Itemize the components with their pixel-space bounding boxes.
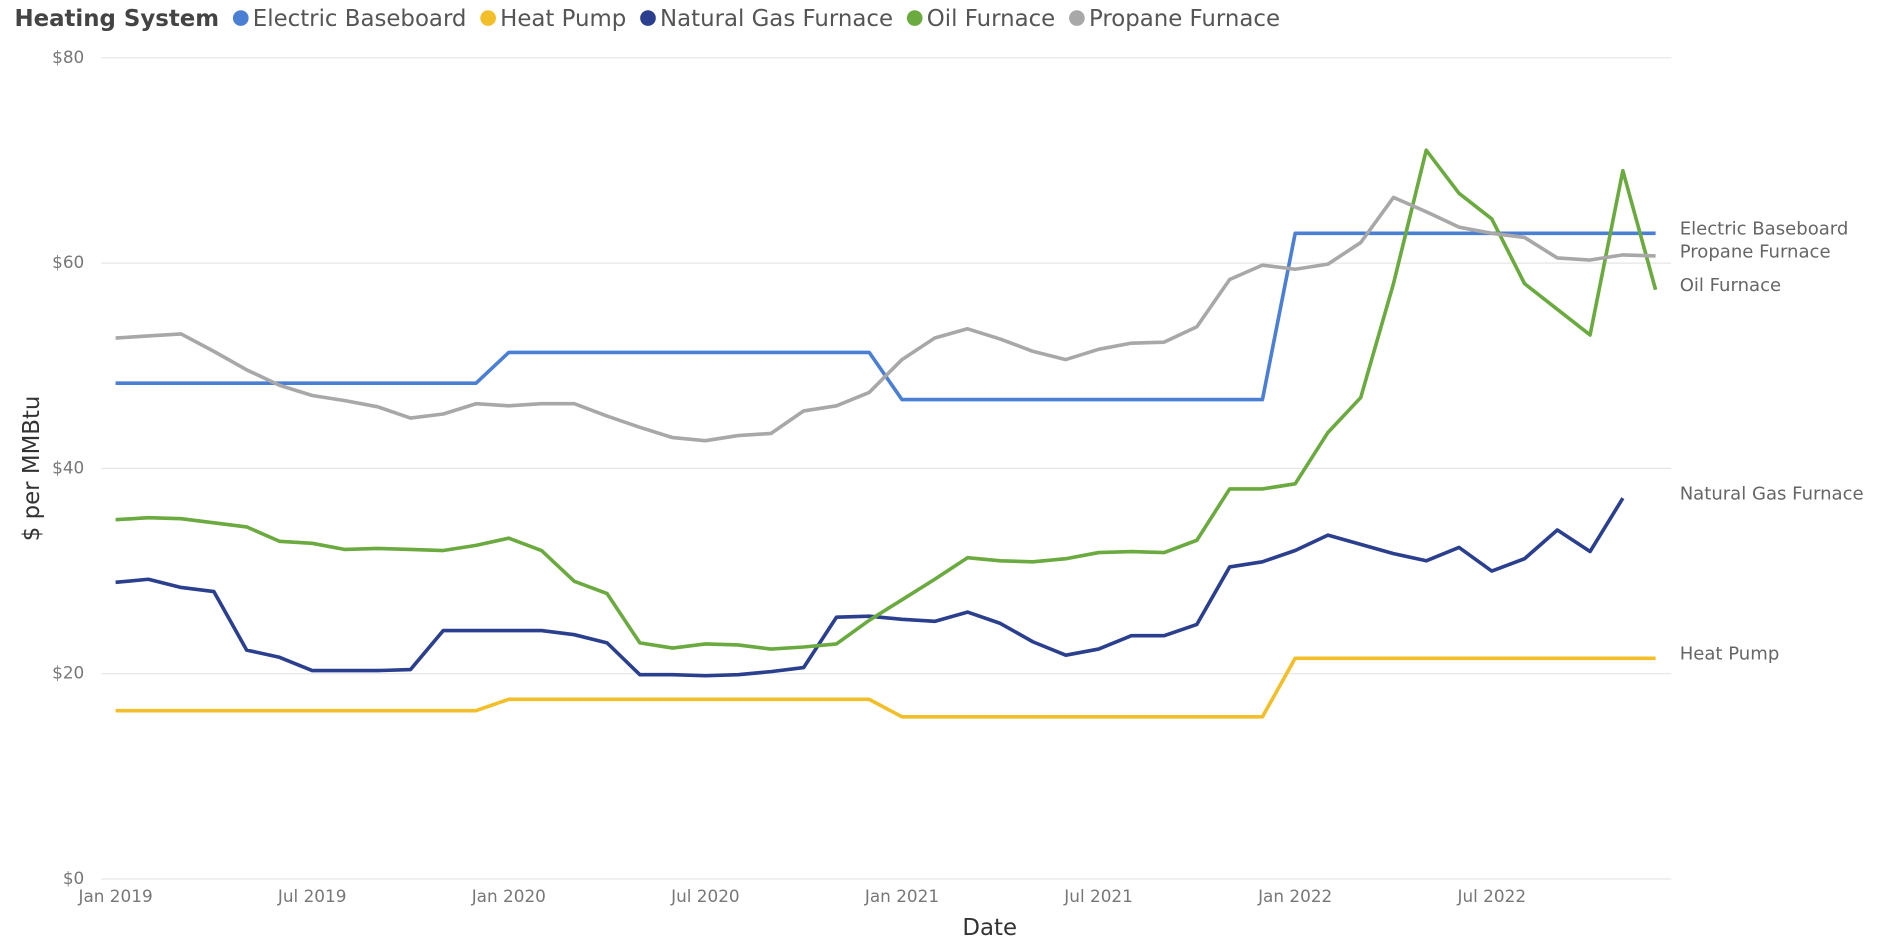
legend-label: Oil Furnace (927, 6, 1055, 32)
x-tick-label: Jan 2021 (864, 886, 939, 906)
x-tick-label: Jul 2019 (277, 886, 347, 906)
legend-title: Heating System (14, 6, 219, 32)
x-tick-label: Jul 2021 (1063, 886, 1133, 906)
legend-label: Propane Furnace (1089, 6, 1280, 32)
y-tick-label: $20 (52, 663, 84, 683)
x-tick-label: Jan 2019 (77, 886, 152, 906)
x-tick-label: Jan 2020 (471, 886, 546, 906)
end-label: Oil Furnace (1680, 275, 1781, 296)
end-label: Electric Baseboard (1680, 219, 1849, 240)
y-tick-label: $80 (52, 47, 84, 67)
y-tick-label: $60 (52, 252, 84, 272)
end-label: Propane Furnace (1680, 242, 1831, 263)
legend-label: Electric Baseboard (253, 6, 467, 32)
legend-marker (232, 10, 249, 26)
x-tick-label: Jul 2022 (1457, 886, 1527, 906)
legend-label: Heat Pump (500, 6, 626, 32)
series-line (115, 497, 1625, 678)
legend-marker (906, 10, 923, 26)
x-tick-label: Jul 2020 (670, 886, 740, 906)
legend-label: Natural Gas Furnace (660, 6, 893, 32)
series-line (115, 148, 1658, 651)
series-line (115, 656, 1656, 719)
legend-marker (640, 10, 656, 26)
series-line (115, 195, 1656, 443)
y-tick-label: $0 (63, 868, 84, 888)
end-label: Natural Gas Furnace (1680, 484, 1864, 505)
legend-marker (1069, 10, 1085, 26)
x-axis-title: Date (962, 915, 1017, 941)
end-label: Heat Pump (1680, 644, 1780, 665)
y-tick-label: $40 (52, 457, 84, 477)
legend-marker (480, 10, 496, 26)
y-axis-title: $ per MMBtu (19, 396, 45, 542)
x-tick-label: Jan 2022 (1257, 886, 1332, 906)
